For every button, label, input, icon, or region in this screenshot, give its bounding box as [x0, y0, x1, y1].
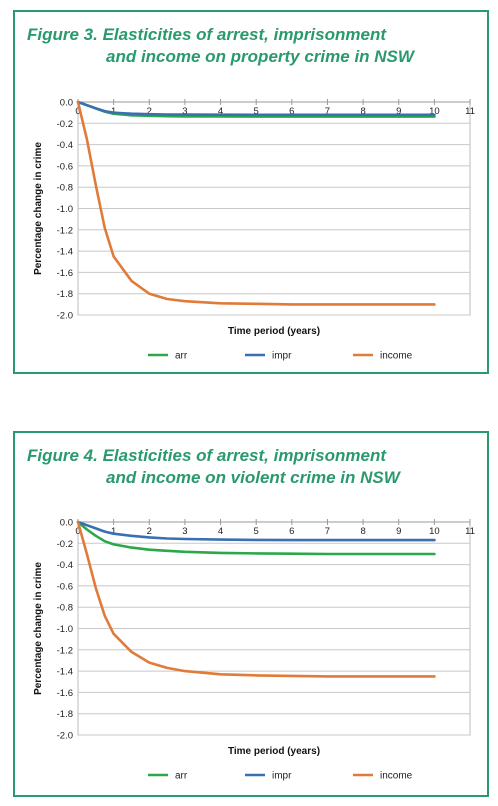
x-tick-label: 6 [289, 526, 294, 537]
legend-label-impr: impr [272, 351, 292, 362]
x-tick-label: 1 [111, 526, 116, 537]
x-tick-label: 9 [396, 526, 401, 537]
y-tick-label: -1.8 [57, 289, 73, 300]
y-tick-label: -0.6 [57, 581, 73, 592]
x-tick-label: 8 [360, 526, 365, 537]
x-tick-label: 2 [147, 526, 152, 537]
y-tick-label: -2.0 [57, 311, 73, 322]
figure-4-panel: Figure 4. Elasticities of arrest, impris… [13, 431, 489, 797]
y-tick-label: -1.8 [57, 709, 73, 720]
y-axis-title: Percentage change in crime [33, 142, 44, 275]
legend-label-impr: impr [272, 771, 292, 782]
series-line-impr [76, 100, 436, 117]
series-line-impr [76, 520, 436, 542]
y-tick-label: -0.2 [57, 119, 73, 130]
x-tick-label: 11 [465, 526, 475, 537]
y-tick-label: -0.4 [57, 140, 73, 151]
x-tick-label: 4 [218, 526, 223, 537]
x-tick-label: 11 [465, 106, 475, 117]
figure-4-title-line1: Figure 4. Elasticities of arrest, impris… [27, 446, 386, 465]
x-tick-label: 9 [396, 106, 401, 117]
y-axis-title: Percentage change in crime [33, 562, 44, 695]
x-tick-label: 2 [147, 106, 152, 117]
y-tick-label: -1.2 [57, 225, 73, 236]
x-tick-label: 5 [254, 526, 259, 537]
figure-4-chart: 0.0 -0.2 -0.4 -0.6 -0.8 -1.0 -1.2 -1.4 -1.6 -1.8 -… [33, 518, 475, 782]
x-tick-label: 7 [325, 526, 330, 537]
y-tick-label: 0.0 [60, 518, 73, 529]
y-tick-label: 0.0 [60, 98, 73, 109]
legend-label-arr: arr [175, 351, 188, 362]
series-line-arr [76, 520, 436, 556]
series-line-income [76, 100, 436, 306]
x-tick-label: 10 [429, 526, 440, 537]
y-tick-label: -0.6 [57, 161, 73, 172]
y-tick-label: -0.8 [57, 603, 73, 614]
x-tick-label: 3 [182, 526, 187, 537]
x-tick-label: 7 [325, 106, 330, 117]
legend-label-income: income [380, 771, 413, 782]
y-tick-label: -1.2 [57, 645, 73, 656]
x-tick-label: 6 [289, 106, 294, 117]
x-tick-label: 0 [75, 526, 80, 537]
x-axis-title: Time period (years) [228, 746, 320, 757]
x-tick-label: 0 [75, 106, 80, 117]
y-tick-label: -0.4 [57, 560, 73, 571]
series-line-income [76, 520, 436, 678]
legend-label-arr: arr [175, 771, 188, 782]
y-tick-label: -1.4 [57, 247, 73, 258]
figure-3-title-line2: and income on property crime in NSW [106, 47, 414, 66]
x-tick-label: 3 [182, 106, 187, 117]
y-tick-label: -1.6 [57, 688, 73, 699]
x-tick-label: 5 [254, 106, 259, 117]
x-axis-title: Time period (years) [228, 326, 320, 337]
figure-3-panel: Figure 3. Elasticities of arrest, impris… [13, 10, 489, 374]
figure-4-title-line2: and income on violent crime in NSW [106, 468, 400, 487]
y-tick-label: -1.0 [57, 624, 73, 635]
y-tick-label: -2.0 [57, 731, 73, 742]
figure-3-title: Figure 3. Elasticities of arrest, impris… [27, 24, 414, 68]
legend-label-income: income [380, 351, 413, 362]
figure-4-title: Figure 4. Elasticities of arrest, impris… [27, 445, 400, 489]
y-tick-label: -1.4 [57, 667, 73, 678]
y-tick-label: -0.8 [57, 183, 73, 194]
figure-3-title-line1: Figure 3. Elasticities of arrest, impris… [27, 25, 386, 44]
x-tick-label: 10 [429, 106, 440, 117]
y-tick-label: -1.6 [57, 268, 73, 279]
x-tick-label: 8 [360, 106, 365, 117]
y-tick-label: -0.2 [57, 539, 73, 550]
x-tick-label: 4 [218, 106, 223, 117]
figure-3-chart: 0.0 -0.2 -0.4 -0.6 -0.8 -1.0 -1.2 -1.4 -1.6 -1.8 -… [33, 98, 475, 362]
y-tick-label: -1.0 [57, 204, 73, 215]
